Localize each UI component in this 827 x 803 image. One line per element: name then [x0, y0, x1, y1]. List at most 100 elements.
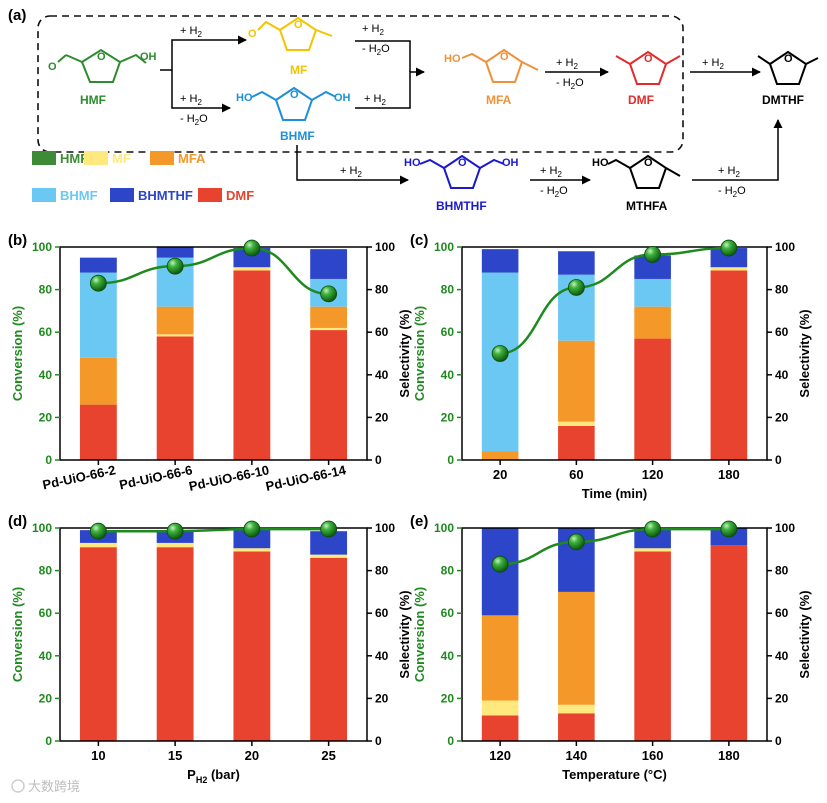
ytick-label-left: 100 — [434, 240, 454, 254]
chart-panel-1: (c) 0 0 20 20 40 40 60 60 80 80 100 100 20 60 120 180 Con… — [410, 232, 812, 501]
legend-swatch-MFA — [150, 151, 174, 165]
xtick-label: 160 — [642, 748, 664, 763]
bar-BHMTHF-0 — [79, 257, 117, 273]
panel-label: (c) — [410, 232, 428, 249]
bar-BHMTHF-1 — [156, 247, 194, 258]
ylabel-right: Selectivity (%) — [397, 590, 412, 678]
conversion-line — [500, 527, 729, 566]
molecule-MFA: O HO MFA — [444, 48, 539, 107]
bar-MF-0 — [79, 542, 117, 548]
bhmthf-ring-o: O — [458, 157, 467, 169]
bar-DMF-0 — [79, 404, 117, 460]
bar-BHMTHF-3 — [310, 531, 348, 555]
arrow-condition-9: + H2 - H2O — [718, 165, 746, 199]
ytick-label-right: 80 — [375, 283, 389, 297]
bar-MFA-1 — [558, 340, 595, 422]
ytick-label-left: 20 — [39, 410, 53, 424]
hmf-aldehyde-o: O — [48, 61, 57, 73]
ylabel-left: Conversion (%) — [10, 587, 25, 682]
xtick-label: 25 — [321, 748, 335, 763]
ylabel-left: Conversion (%) — [412, 306, 427, 401]
bar-DMF-0 — [481, 715, 519, 741]
conversion-point-3 — [720, 520, 738, 538]
arrow-condition-4: + H2 — [364, 93, 386, 107]
arrow-condition-7: + H2 — [340, 165, 362, 179]
bar-DMF-1 — [558, 425, 595, 460]
bhmf-ho: HO — [236, 92, 253, 104]
svg-text:+ H2: + H2 — [556, 57, 578, 71]
watermark-text: 大数跨境 — [28, 779, 80, 794]
ytick-label-right: 20 — [375, 410, 389, 424]
conversion-point-1 — [567, 533, 585, 551]
molecule-MF: O O MF — [248, 16, 333, 77]
molecule-BHMF: O HO OH BHMF — [236, 86, 351, 143]
xtick-label: 180 — [718, 748, 740, 763]
arrow-condition-6: + H2 — [702, 57, 724, 71]
conversion-point-3 — [320, 285, 338, 303]
svg-text:+ H2: + H2 — [362, 23, 384, 37]
plot-frame — [461, 527, 768, 742]
conversion-point-3 — [720, 239, 738, 257]
ytick-label-left: 100 — [32, 240, 52, 254]
ytick-label-left: 80 — [441, 564, 455, 578]
svg-text:- H2O: - H2O — [556, 77, 584, 91]
ylabel-left: Conversion (%) — [10, 306, 25, 401]
legend-swatch-DMF — [198, 188, 222, 202]
bar-DMF-3 — [310, 557, 348, 741]
xtick-label: 15 — [168, 748, 182, 763]
label-BHMF: BHMF — [280, 129, 315, 143]
ytick-label-left: 80 — [39, 283, 53, 297]
ytick-label-right: 80 — [375, 564, 389, 578]
ytick-label-left: 40 — [39, 368, 53, 382]
panel-label: (e) — [410, 513, 428, 530]
bar-MFA-0 — [481, 451, 519, 460]
bar-MFA-1 — [558, 591, 595, 705]
bar-BHMTHF-0 — [481, 249, 519, 273]
legend-swatch-HMF — [32, 151, 56, 165]
ytick-label-left: 40 — [441, 649, 455, 663]
xtick-label: Pd-UiO-66-14 — [264, 462, 348, 494]
chart-panel-2: (d) 0 0 20 20 40 40 60 60 80 80 100 100 10 15 20 25 Conve… — [8, 513, 412, 785]
svg-text:+ H2: + H2 — [718, 165, 740, 179]
ytick-label-right: 60 — [775, 606, 789, 620]
legend-swatch-MF — [84, 151, 108, 165]
ylabel-right: Selectivity (%) — [397, 309, 412, 397]
label-HMF: HMF — [80, 93, 106, 107]
bar-BHMTHF-1 — [558, 251, 595, 275]
ytick-label-right: 20 — [775, 410, 789, 424]
ytick-label-right: 100 — [775, 521, 795, 535]
bar-BHMTHF-2 — [233, 529, 271, 549]
xtick-label: Pd-UiO-66-6 — [118, 462, 194, 492]
bar-DMF-3 — [310, 330, 348, 460]
label-DMF: DMF — [628, 93, 654, 107]
label-MFA: MFA — [486, 93, 512, 107]
arrow-condition-8: + H2 - H2O — [540, 165, 568, 199]
ytick-label-right: 60 — [375, 325, 389, 339]
ytick-label-left: 100 — [32, 521, 52, 535]
watermark: 大数跨境 — [11, 779, 80, 794]
legend-swatch-BHMF — [32, 188, 56, 202]
conversion-point-1 — [166, 522, 184, 540]
svg-text:+ H2: + H2 — [364, 93, 386, 107]
bar-BHMF-0 — [481, 272, 519, 452]
xtick-label: Pd-UiO-66-10 — [188, 462, 271, 494]
xlabel: Time (min) — [582, 486, 648, 501]
legend-label-BHMTHF: BHMTHF — [138, 188, 193, 203]
hmf-ring-o: O — [97, 51, 106, 63]
bar-BHMTHF-2 — [634, 529, 671, 549]
bar-MF-2 — [634, 548, 671, 552]
bhmthf-oh: OH — [502, 157, 519, 169]
svg-text:+ H2: + H2 — [340, 165, 362, 179]
ytick-label-left: 20 — [441, 410, 455, 424]
ytick-label-left: 0 — [45, 453, 52, 467]
label-DMTHF: DMTHF — [762, 93, 804, 107]
legend-label-BHMF: BHMF — [60, 188, 98, 203]
conversion-line — [500, 246, 729, 355]
conversion-point-2 — [243, 520, 261, 538]
ytick-label-right: 100 — [375, 240, 395, 254]
bar-DMF-1 — [558, 713, 595, 741]
xtick-label: 60 — [569, 467, 583, 482]
bar-MF-2 — [233, 267, 271, 271]
